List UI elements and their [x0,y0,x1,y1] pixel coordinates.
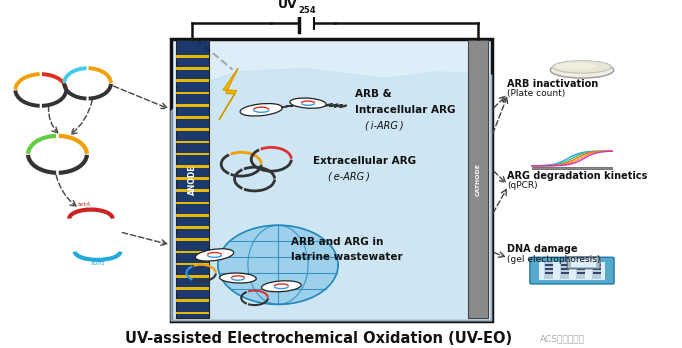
Ellipse shape [195,249,234,261]
Bar [561,268,569,270]
Bar [176,189,209,192]
Bar [176,40,209,318]
FancyBboxPatch shape [567,257,600,269]
Bar [532,166,612,169]
Ellipse shape [240,103,282,116]
Bar [544,268,552,270]
Text: latrine wastewater: latrine wastewater [291,252,403,262]
Bar [176,128,209,131]
Text: ARG degradation kinetics: ARG degradation kinetics [507,171,647,181]
Bar [176,275,209,278]
Text: ACS美国化学会: ACS美国化学会 [539,334,584,343]
Bar [176,165,209,168]
Text: 254: 254 [298,6,316,15]
Bar [171,39,492,321]
Bar [469,40,488,318]
Bar [176,312,209,314]
Bar [571,259,596,267]
Bar [176,202,209,204]
Ellipse shape [552,61,611,73]
Text: tetA: tetA [78,203,91,207]
Bar [176,79,209,82]
Bar [176,251,209,253]
Polygon shape [219,69,238,120]
Bar [561,264,569,266]
Text: Extracellular ARG: Extracellular ARG [314,156,417,166]
Text: ( i-ARG ): ( i-ARG ) [365,120,404,130]
Bar [176,214,209,216]
Bar [560,262,569,279]
Ellipse shape [261,281,301,292]
Bar [544,264,552,266]
Bar [544,272,552,274]
FancyBboxPatch shape [530,257,614,284]
Text: ARB &: ARB & [355,88,391,98]
Polygon shape [171,69,492,321]
Bar [176,141,209,143]
Bar [176,92,209,94]
Bar [544,262,553,279]
Bar [176,116,209,119]
Text: (qPCR): (qPCR) [507,181,538,190]
Bar [577,268,584,270]
Text: ARB and ARG in: ARB and ARG in [291,237,384,247]
Bar [176,153,209,156]
Bar [176,287,209,290]
Bar [593,272,601,274]
Bar [176,104,209,106]
Bar [577,272,584,274]
Text: ARB inactivation: ARB inactivation [507,79,598,89]
Ellipse shape [550,62,614,78]
Polygon shape [218,225,338,304]
Bar [176,177,209,180]
Text: UV: UV [278,0,297,11]
Text: ANODE: ANODE [188,165,197,195]
Text: DNA damage: DNA damage [507,244,578,254]
Ellipse shape [290,98,326,108]
Bar [176,263,209,266]
Ellipse shape [220,273,256,283]
Bar [176,55,209,58]
Bar [593,264,601,266]
Bar [176,67,209,70]
Bar [539,262,606,280]
Bar [592,262,602,279]
Text: ( e-ARG ): ( e-ARG ) [328,172,370,182]
Text: CATHODE: CATHODE [476,163,481,196]
Bar [561,272,569,274]
Bar [176,226,209,229]
Text: sulf1: sulf1 [91,261,106,266]
Bar [176,299,209,302]
Text: UV-assisted Electrochemical Oxidation (UV-EO): UV-assisted Electrochemical Oxidation (U… [125,331,511,346]
Text: Intracellular ARG: Intracellular ARG [355,105,456,115]
Ellipse shape [555,63,595,70]
Bar [176,238,209,241]
Text: (gel electrophoresis): (gel electrophoresis) [507,254,601,263]
Text: (Plate count): (Plate count) [507,89,565,98]
Bar [577,264,584,266]
Bar [576,262,585,279]
Bar [593,268,601,270]
